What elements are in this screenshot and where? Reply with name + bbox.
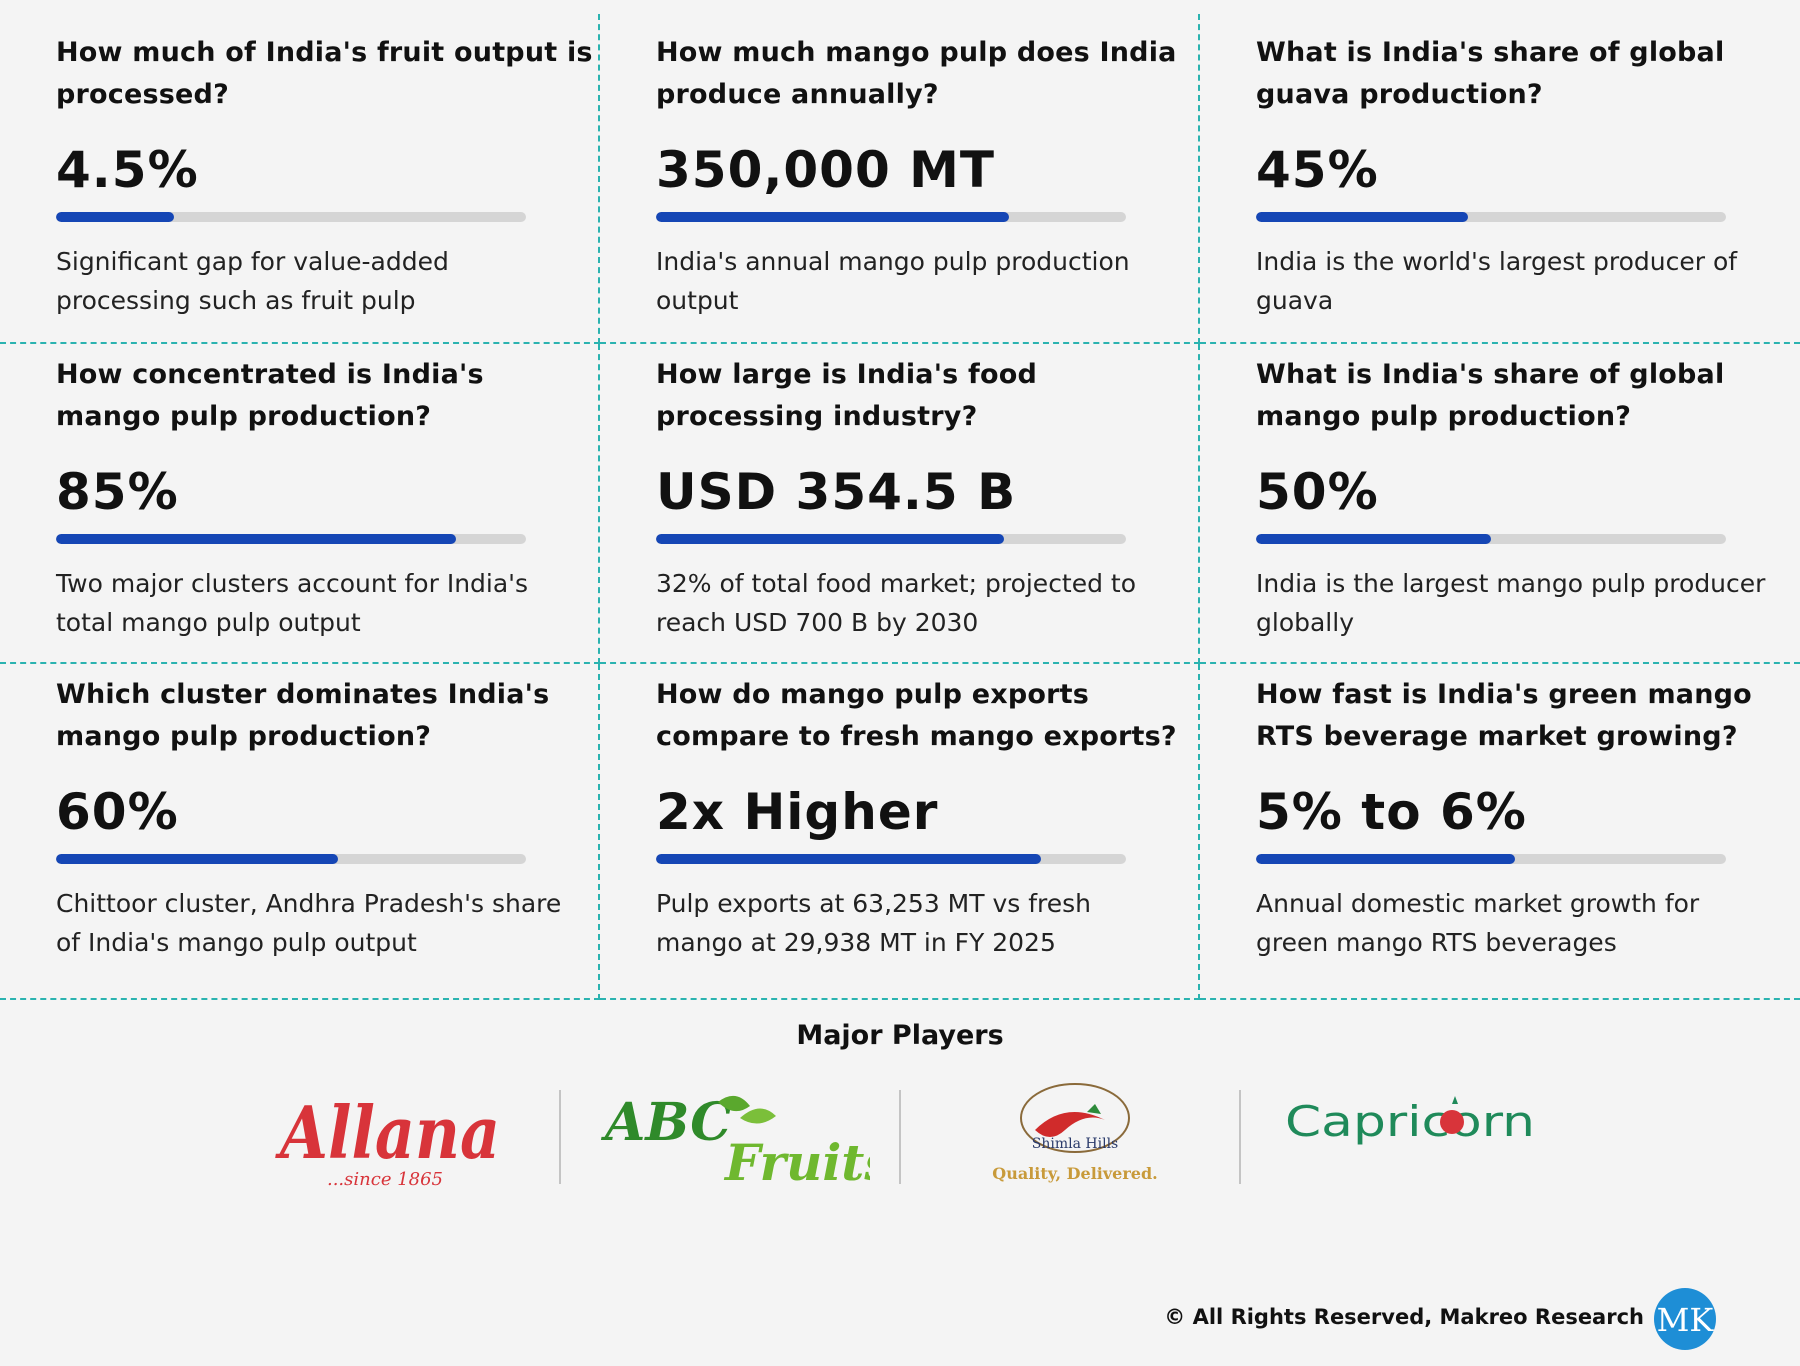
progress-fill [1256, 212, 1468, 222]
stat-card: What is India's share of global mango pu… [1200, 344, 1800, 664]
progress-fill [656, 534, 1004, 544]
svg-text:Shimla Hills: Shimla Hills [1032, 1136, 1118, 1152]
card-question: How do mango pulp exports compare to fre… [656, 679, 1177, 752]
stat-card: How fast is India's green mango RTS beve… [1200, 664, 1800, 1000]
card-stat: 5% to 6% [1256, 783, 1527, 841]
svg-text:Allana: Allana [275, 1090, 500, 1175]
card-description: Chittoor cluster, Andhra Pradesh's share… [56, 889, 562, 957]
card-description: Significant gap for value-added processi… [56, 247, 449, 315]
card-stat: 45% [1256, 141, 1379, 199]
progress-fill [56, 212, 174, 222]
svg-text:...since 1865: ...since 1865 [327, 1169, 443, 1190]
logo-separator [899, 1090, 901, 1184]
svg-text:Capricorn: Capricorn [1285, 1097, 1535, 1146]
card-stat: 50% [1256, 463, 1379, 521]
stat-card: Which cluster dominates India's mango pu… [0, 664, 600, 1000]
makreo-logo-text: MK [1657, 1301, 1715, 1339]
svg-text:ABC: ABC [600, 1092, 732, 1153]
progress-track [56, 854, 526, 864]
card-stat: USD 354.5 B [656, 463, 1017, 521]
card-stat: 4.5% [56, 141, 199, 199]
progress-fill [1256, 854, 1515, 864]
card-question: How large is India's food processing ind… [656, 359, 1038, 432]
shimla-hills-logo: Shimla Hills Quality, Delivered. [992, 1083, 1158, 1183]
progress-fill [1256, 534, 1491, 544]
stat-card: How much of India's fruit output is proc… [0, 14, 600, 344]
progress-track [656, 854, 1126, 864]
card-description: India is the largest mango pulp producer… [1256, 569, 1766, 637]
stat-card: What is India's share of global guava pr… [1200, 14, 1800, 344]
allana-logo: Allana ...since 1865 [275, 1090, 500, 1190]
progress-track [656, 534, 1126, 544]
major-players-logos: Allana ...since 1865 ABC Fruits Shimla H… [0, 1080, 1800, 1190]
card-stat: 85% [56, 463, 179, 521]
logo-separator [1239, 1090, 1241, 1184]
svg-text:Quality, Delivered.: Quality, Delivered. [992, 1164, 1157, 1183]
stat-card: How much mango pulp does India produce a… [600, 14, 1200, 344]
card-description: India's annual mango pulp production out… [656, 247, 1130, 315]
progress-fill [56, 854, 338, 864]
progress-track [656, 212, 1126, 222]
card-description: Annual domestic market growth for green … [1256, 889, 1700, 957]
card-question: What is India's share of global mango pu… [1256, 359, 1725, 432]
card-description: 32% of total food market; projected to r… [656, 569, 1137, 637]
abc-fruits-logo: ABC Fruits [600, 1092, 870, 1190]
card-question: How much mango pulp does India produce a… [656, 37, 1177, 110]
card-question: Which cluster dominates India's mango pu… [56, 679, 550, 752]
progress-track [1256, 212, 1726, 222]
makreo-logo: MK [1654, 1288, 1716, 1350]
progress-fill [656, 854, 1042, 864]
card-question: How fast is India's green mango RTS beve… [1256, 679, 1752, 752]
progress-track [1256, 534, 1726, 544]
card-stat: 350,000 MT [656, 141, 996, 199]
progress-track [1256, 854, 1726, 864]
card-description: Pulp exports at 63,253 MT vs fresh mango… [656, 889, 1092, 957]
stat-card: How concentrated is India's mango pulp p… [0, 344, 600, 664]
progress-fill [56, 534, 456, 544]
stat-card: How large is India's food processing ind… [600, 344, 1200, 664]
card-stat: 2x Higher [656, 783, 939, 841]
stat-card: How do mango pulp exports compare to fre… [600, 664, 1200, 1000]
card-description: India is the world's largest producer of… [1256, 247, 1738, 315]
progress-fill [656, 212, 1009, 222]
card-question: How much of India's fruit output is proc… [56, 37, 593, 110]
major-players-title: Major Players [796, 1020, 1004, 1051]
svg-text:Fruits: Fruits [723, 1133, 870, 1190]
card-question: What is India's share of global guava pr… [1256, 37, 1725, 110]
stats-grid: How much of India's fruit output is proc… [0, 14, 1800, 1000]
copyright-footer: © All Rights Reserved, Makreo Research [1164, 1305, 1644, 1329]
card-stat: 60% [56, 783, 179, 841]
capricorn-logo: Capricorn [1285, 1096, 1535, 1146]
card-description: Two major clusters account for India's t… [56, 569, 529, 637]
logo-separator [559, 1090, 561, 1184]
card-question: How concentrated is India's mango pulp p… [56, 359, 484, 432]
progress-track [56, 212, 526, 222]
progress-track [56, 534, 526, 544]
